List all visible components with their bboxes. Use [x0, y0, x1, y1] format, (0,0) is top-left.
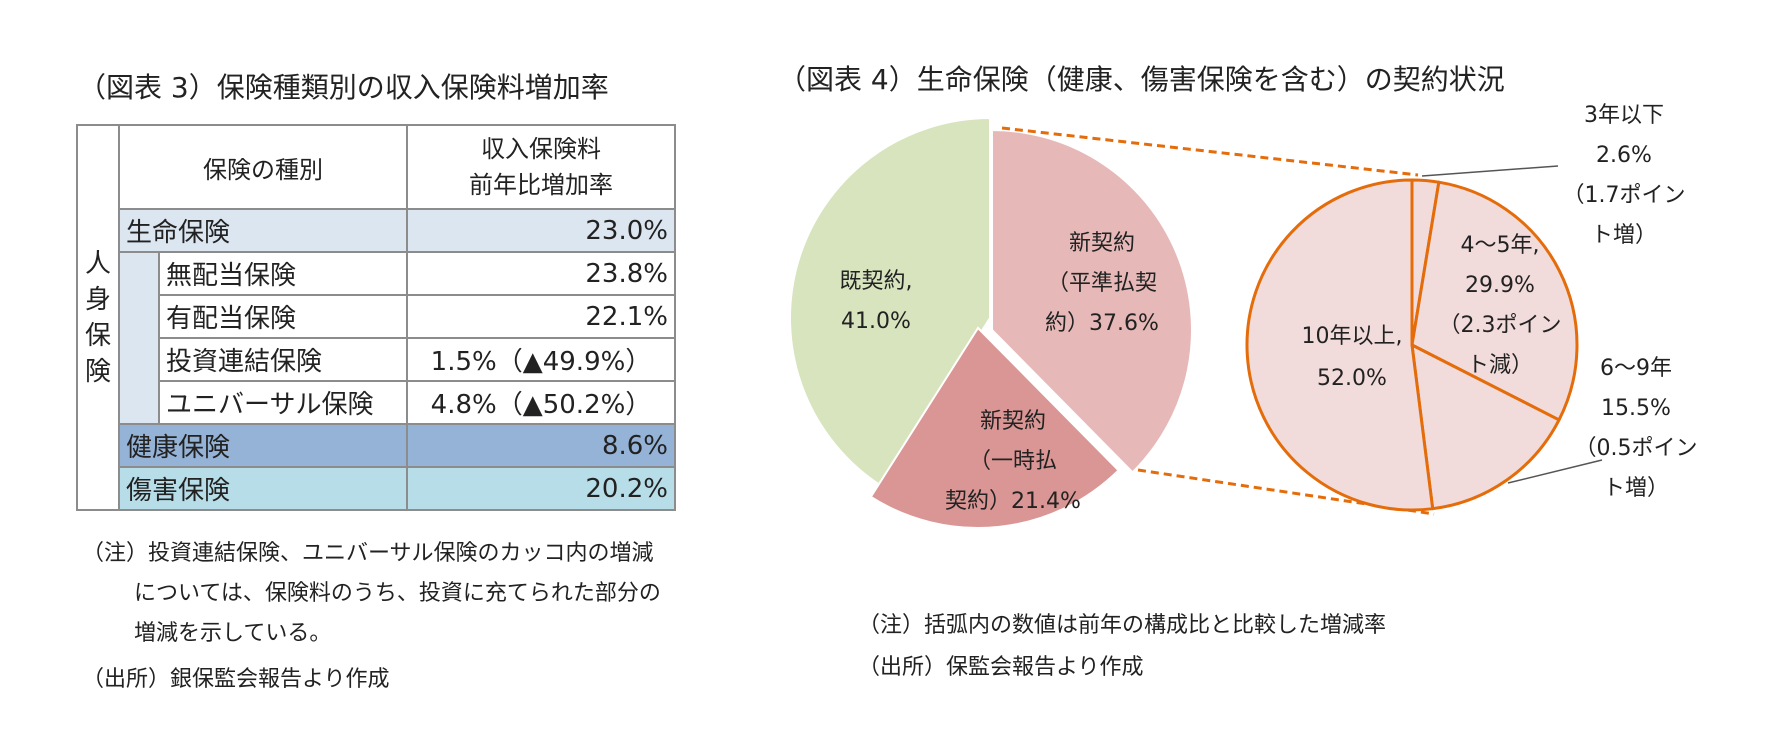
label-new-level-premium: 新契約（平準払契約）37.6% — [1045, 231, 1159, 336]
row-label: 無配当保険 — [158, 251, 408, 296]
leader-line-6-9y — [1507, 459, 1603, 484]
fig3-note: （注）投資連結保険、ユニバーサル保険のカッコ内の増減 については、保険料のうち、… — [82, 541, 661, 646]
table-row: 生命保険 23.0% — [77, 208, 676, 253]
slice-new-single-premium — [869, 326, 1120, 529]
row-label: 生命保険 — [118, 208, 408, 253]
fig3-title: （図表 3）保険種類別の収入保険料増加率 — [78, 71, 609, 104]
indent-cell — [118, 251, 160, 425]
row-label: 投資連結保険 — [158, 337, 408, 382]
table-row: 投資連結保険 1.5%（▲49.9%） — [77, 337, 676, 382]
table-row: 有配当保険 22.1% — [77, 294, 676, 339]
sub-slice-4-5y — [1410, 180, 1579, 422]
row-value: 8.6% — [406, 423, 676, 468]
table-row: 健康保険 8.6% — [77, 423, 676, 468]
premium-growth-table: 人 身 保 険 保険の種別 収入保険料 前年比増加率 生命保険 23.0% 無配当… — [76, 124, 676, 511]
slice-new-level-premium — [991, 128, 1193, 474]
label-3y-or-less: 3年以下 2.6%（1.7ポイント増） — [1563, 103, 1686, 248]
fig4-source: （出所）保監会報告より作成 — [858, 655, 1144, 680]
table-row: ユニバーサル保険 4.8%（▲50.2%） — [77, 380, 676, 425]
leader-line-3y-or-less — [1421, 165, 1559, 177]
label-10y-plus: 10年以上, 52.0% — [1302, 324, 1403, 391]
row-value: 1.5%（▲49.9%） — [406, 337, 676, 382]
row-value: 4.8%（▲50.2%） — [406, 380, 676, 425]
header-premium-growth: 収入保険料 前年比増加率 — [406, 124, 676, 210]
side-label-jinshin-hoken: 人 身 保 険 — [76, 124, 120, 511]
table-row: 傷害保険 20.2% — [77, 466, 676, 511]
label-4-5y: 4～5年, 29.9%（2.3ポイント減） — [1439, 233, 1562, 378]
label-existing-contracts: 既契約, 41.0% — [840, 269, 913, 334]
row-label: 傷害保険 — [118, 466, 408, 511]
row-label: 健康保険 — [118, 423, 408, 468]
fig4-note: （注）括弧内の数値は前年の構成比と比較した増減率 — [858, 613, 1387, 638]
row-value: 23.0% — [406, 208, 676, 253]
label-6-9y: 6～9年 15.5%（0.5ポイント増） — [1575, 356, 1698, 501]
table-row: 無配当保険 23.8% — [77, 251, 676, 425]
header-insurance-type: 保険の種別 — [118, 124, 408, 210]
sub-slice-10y-plus — [1245, 178, 1435, 512]
fig4-title: （図表 4）生命保険（健康、傷害保険を含む）の契約状況 — [778, 63, 1505, 96]
fig3-source: （出所）銀保監会報告より作成 — [82, 667, 390, 692]
label-new-single-premium: 新契約（一時払契約）21.4% — [945, 409, 1081, 514]
row-value: 20.2% — [406, 466, 676, 511]
row-label: 有配当保険 — [158, 294, 408, 339]
row-value: 22.1% — [406, 294, 676, 339]
row-label: ユニバーサル保険 — [158, 380, 408, 425]
sub-slice-6-9y — [1410, 343, 1561, 511]
connector-line-top — [1001, 126, 1419, 177]
row-value: 23.8% — [406, 251, 676, 296]
